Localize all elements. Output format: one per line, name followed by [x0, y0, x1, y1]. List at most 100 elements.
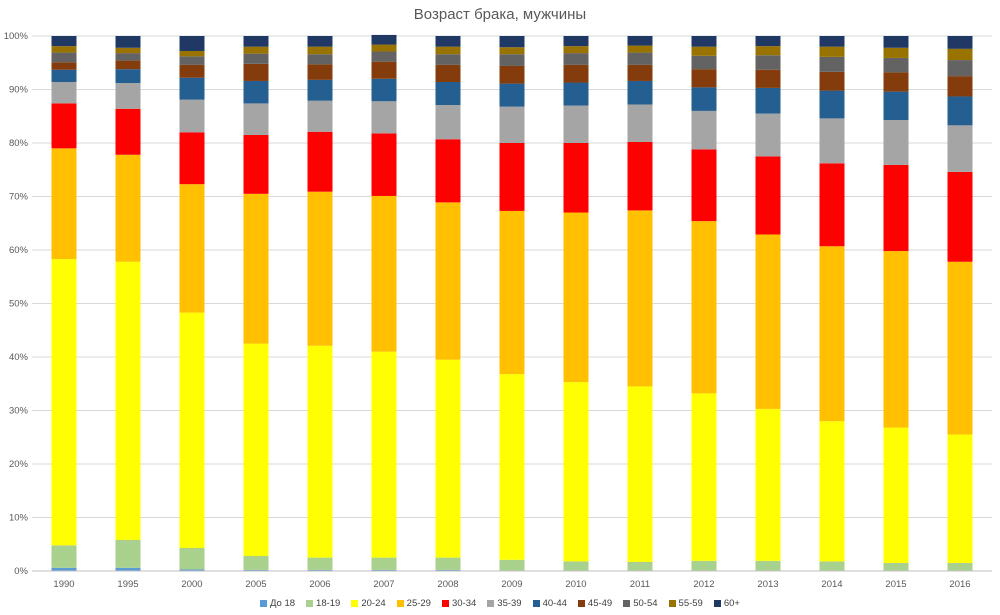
- bar-segment: [371, 569, 397, 571]
- legend-swatch: [623, 600, 631, 607]
- bar-segment: [435, 569, 461, 571]
- legend-swatch: [441, 600, 449, 607]
- x-tick-label: 2013: [757, 579, 778, 590]
- bar-segment: [499, 54, 525, 66]
- bar-segment: [499, 106, 525, 143]
- bar-segment: [499, 559, 525, 571]
- bar-segment: [691, 87, 717, 111]
- bar-segment: [627, 386, 653, 562]
- bar-segment: [243, 46, 269, 54]
- bar-segment: [755, 234, 781, 409]
- bar-segment: [755, 69, 781, 88]
- x-tick-label: 2014: [821, 579, 842, 590]
- x-tick-label: 1990: [53, 579, 74, 590]
- bar-segment: [819, 46, 845, 57]
- legend-item: 30-34: [441, 598, 476, 609]
- bar-segment: [371, 351, 397, 558]
- legend-label: 50-54: [633, 598, 658, 609]
- bar-segment: [755, 46, 781, 56]
- bar-segment: [371, 195, 397, 352]
- bar-segment: [691, 69, 717, 88]
- bar-segment: [51, 69, 77, 83]
- bar-segment: [179, 312, 205, 548]
- bar-segment: [627, 64, 653, 81]
- bar-segment: [947, 171, 973, 262]
- bar-segment: [563, 382, 589, 562]
- y-tick-label: 30%: [9, 406, 29, 417]
- legend-item: До 18: [260, 598, 295, 609]
- bar-segment: [691, 55, 717, 70]
- bar-segment: [307, 54, 333, 65]
- bar-segment: [691, 110, 717, 150]
- bar-segment: [499, 83, 525, 107]
- legend-item: 20-24: [351, 598, 386, 609]
- bar-segment: [819, 36, 845, 47]
- bar-segment: [947, 48, 973, 61]
- x-tick-label: 2007: [373, 579, 394, 590]
- bar-segment: [51, 46, 77, 53]
- bar-segment: [819, 56, 845, 72]
- legend-label: 18-19: [316, 598, 341, 609]
- y-tick-label: 100%: [4, 31, 29, 42]
- bar-segment: [883, 36, 909, 48]
- bar-segment: [563, 82, 589, 106]
- bar-segment: [51, 545, 77, 568]
- bar-segment: [307, 557, 333, 570]
- bar-segment: [435, 202, 461, 360]
- bar-segment: [371, 44, 397, 52]
- bar-segment: [819, 561, 845, 571]
- bar-segment: [51, 148, 77, 260]
- x-tick-label: 2005: [245, 579, 266, 590]
- bar-segment: [243, 193, 269, 344]
- bar-segment: [819, 163, 845, 247]
- legend-item: 40-44: [532, 598, 567, 609]
- bar-segment: [563, 143, 589, 213]
- bar-segment: [691, 560, 717, 571]
- bar-segment: [435, 36, 461, 47]
- bar-segment: [243, 80, 269, 104]
- bar-segment: [307, 131, 333, 192]
- bar-segment: [115, 261, 141, 540]
- bar-segment: [691, 36, 717, 47]
- legend-label: 40-44: [542, 598, 567, 609]
- bar-segment: [243, 63, 269, 81]
- legend-label: До 18: [270, 598, 296, 609]
- chart-title: Возраст брака, мужчины: [413, 6, 587, 23]
- bar-segment: [179, 77, 205, 100]
- bar-segment: [755, 156, 781, 235]
- bar-segment: [755, 55, 781, 70]
- bar-segment: [883, 72, 909, 92]
- bar-segment: [435, 46, 461, 55]
- bar-segment: [499, 65, 525, 84]
- bar-segment: [947, 434, 973, 563]
- bar-segment: [947, 96, 973, 126]
- legend-swatch: [260, 600, 268, 607]
- bar-segment: [627, 210, 653, 387]
- bar-segment: [947, 36, 973, 49]
- bar-segment: [627, 561, 653, 571]
- bar-segment: [179, 184, 205, 313]
- bar-segment: [499, 47, 525, 55]
- bar-segment: [243, 556, 269, 570]
- bar-segment: [691, 393, 717, 561]
- x-tick-label: 2016: [949, 579, 970, 590]
- bar-segment: [563, 561, 589, 571]
- x-tick-label: 2009: [501, 579, 522, 590]
- bar-segment: [435, 359, 461, 558]
- y-tick-label: 90%: [9, 85, 29, 96]
- bar-segment: [179, 64, 205, 78]
- bar-segment: [883, 119, 909, 165]
- legend-swatch: [487, 600, 495, 607]
- bar-segment: [179, 569, 205, 571]
- bar-segment: [307, 79, 333, 101]
- bar-segment: [883, 57, 909, 73]
- bar-segment: [691, 221, 717, 394]
- bar-segment: [755, 113, 781, 157]
- bar-segment: [947, 562, 973, 571]
- bar-segment: [755, 408, 781, 561]
- x-tick-label: 1995: [117, 579, 138, 590]
- bar-segment: [115, 567, 141, 571]
- bar-segment: [563, 212, 589, 383]
- legend-label: 20-24: [361, 598, 386, 609]
